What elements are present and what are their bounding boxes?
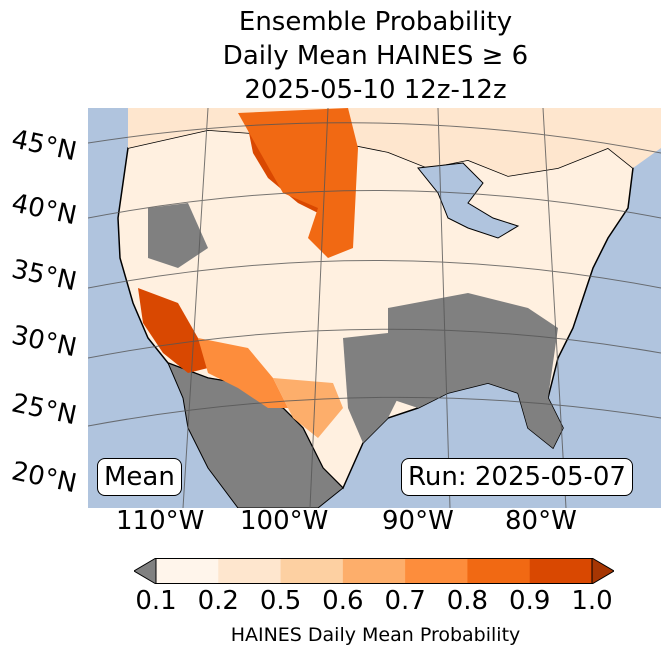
graticule [88, 108, 661, 508]
lon-label-90: 90°W [382, 506, 454, 536]
region-low-texas-strip [273, 378, 343, 438]
colorbar-tick-label: 0.8 [446, 586, 489, 616]
lon-label-100: 100°W [240, 506, 329, 536]
colorbar-tick-label: 0.9 [509, 586, 551, 616]
region-mid-southwest [198, 338, 288, 408]
colorbar-segment [218, 558, 282, 584]
title-line-2: Daily Mean HAINES ≥ 6 [222, 41, 529, 71]
colorbar-label: HAINES Daily Mean Probability [230, 624, 521, 646]
colorbar-tick-label: 0.7 [384, 586, 426, 616]
great-lakes [417, 162, 520, 239]
colorbar-segment [280, 558, 344, 584]
mean-label: Mean [97, 458, 182, 496]
colorbar-tick-label: 0.1 [135, 586, 177, 616]
colorbar-segment [467, 558, 531, 584]
region-low-southeast [388, 293, 563, 448]
colorbar-segment [156, 558, 219, 584]
lat-label-35: 35°N [8, 254, 80, 298]
colorbar-segment [342, 558, 406, 584]
colorbar [134, 558, 614, 584]
lon-label-110: 110°W [116, 506, 205, 536]
lat-label-45: 45°N [8, 124, 80, 168]
colorbar-tick-label: 0.5 [259, 586, 302, 616]
colorbar-segment [529, 558, 593, 584]
title-line-3: 2025-05-10 12z-12z [244, 75, 507, 105]
lat-label-20: 20°N [8, 456, 80, 500]
region-mid-northplains [238, 108, 358, 258]
region-low-texas [343, 333, 408, 443]
colorbar-tick-label: 1.0 [571, 586, 613, 616]
colorbar-under-arrow [134, 558, 157, 584]
probability-map [88, 108, 661, 508]
lon-label-80: 80°W [505, 506, 577, 536]
colorbar-over-arrow [591, 558, 614, 584]
region-high-southwest [138, 288, 208, 373]
lat-label-30: 30°N [8, 320, 80, 364]
title-line-1: Ensemble Probability [238, 7, 513, 37]
lat-label-25: 25°N [8, 388, 80, 432]
lat-label-40: 40°N [8, 188, 80, 232]
colorbar-segment [405, 558, 468, 584]
colorbar-tick-label: 0.6 [322, 586, 364, 616]
run-date-label: Run: 2025-05-07 [401, 458, 633, 496]
region-low-west [148, 203, 208, 268]
colorbar-tick-label: 0.2 [197, 586, 239, 616]
